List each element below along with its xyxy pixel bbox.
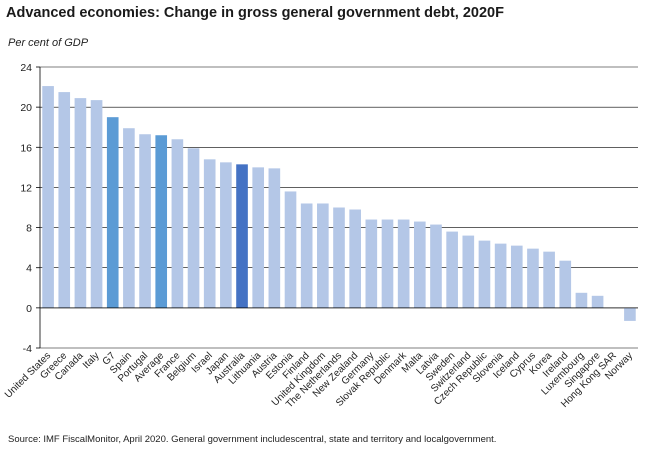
- bar-slovenia: [494, 243, 507, 308]
- category-labels: United StatesGreeceCanadaItalyG7SpainPor…: [3, 350, 635, 411]
- bar-canada: [74, 98, 87, 308]
- bar-sweden: [446, 231, 458, 308]
- bar-israel: [203, 159, 216, 308]
- bar-united-states: [42, 86, 54, 308]
- category-label: Italy: [81, 350, 102, 371]
- bar-austria: [268, 168, 281, 308]
- y-axis-unit-label: Per cent of GDP: [8, 37, 89, 49]
- y-tick-label: 8: [26, 223, 32, 235]
- bar-malta: [413, 221, 426, 308]
- bar-cyprus: [527, 248, 539, 308]
- bar-united-kingdom: [317, 203, 329, 308]
- y-tick-label: 16: [20, 142, 32, 154]
- bar-g7: [106, 117, 119, 308]
- bar-the-netherlands: [333, 207, 345, 308]
- bar-italy: [90, 100, 103, 308]
- bar-latvia: [430, 224, 442, 308]
- bar-luxembourg: [575, 292, 588, 308]
- y-tick-label: -4: [23, 343, 32, 355]
- bar-germany: [365, 219, 378, 308]
- y-tick-label: 12: [20, 182, 32, 194]
- y-tick-label: 4: [26, 263, 32, 275]
- bar-finland: [300, 203, 313, 308]
- y-tick-label: 20: [20, 102, 32, 114]
- bar-japan: [220, 162, 232, 308]
- bar-singapore: [591, 295, 604, 308]
- chart-title: Advanced economies: Change in gross gene…: [6, 5, 504, 21]
- bar-france: [171, 139, 184, 308]
- bar-portugal: [139, 134, 151, 308]
- bar-korea: [543, 251, 555, 308]
- bar-ireland: [559, 260, 572, 308]
- bar-norway: [624, 307, 636, 321]
- bars: [42, 86, 636, 321]
- bar-australia: [236, 164, 248, 308]
- source-note: Source: IMF FiscalMonitor, April 2020. G…: [8, 434, 497, 445]
- bar-switzerland: [462, 235, 475, 308]
- bar-lithuania: [252, 167, 265, 308]
- bar-greece: [58, 92, 71, 308]
- bar-slovak-republic: [381, 219, 394, 308]
- axes: [36, 66, 638, 349]
- bar-average: [155, 135, 168, 308]
- bar-new-zealand: [349, 209, 361, 308]
- bar-denmark: [397, 219, 410, 308]
- y-tick-label: 24: [20, 62, 32, 74]
- y-tick-label: 0: [26, 303, 32, 315]
- bar-czech-republic: [478, 240, 491, 308]
- bar-estonia: [284, 191, 297, 308]
- bar-iceland: [510, 245, 523, 308]
- bar-spain: [123, 128, 135, 308]
- y-tick-labels: -4 0 4 8 12 16 20 24: [20, 62, 32, 355]
- bar-belgium: [187, 148, 200, 308]
